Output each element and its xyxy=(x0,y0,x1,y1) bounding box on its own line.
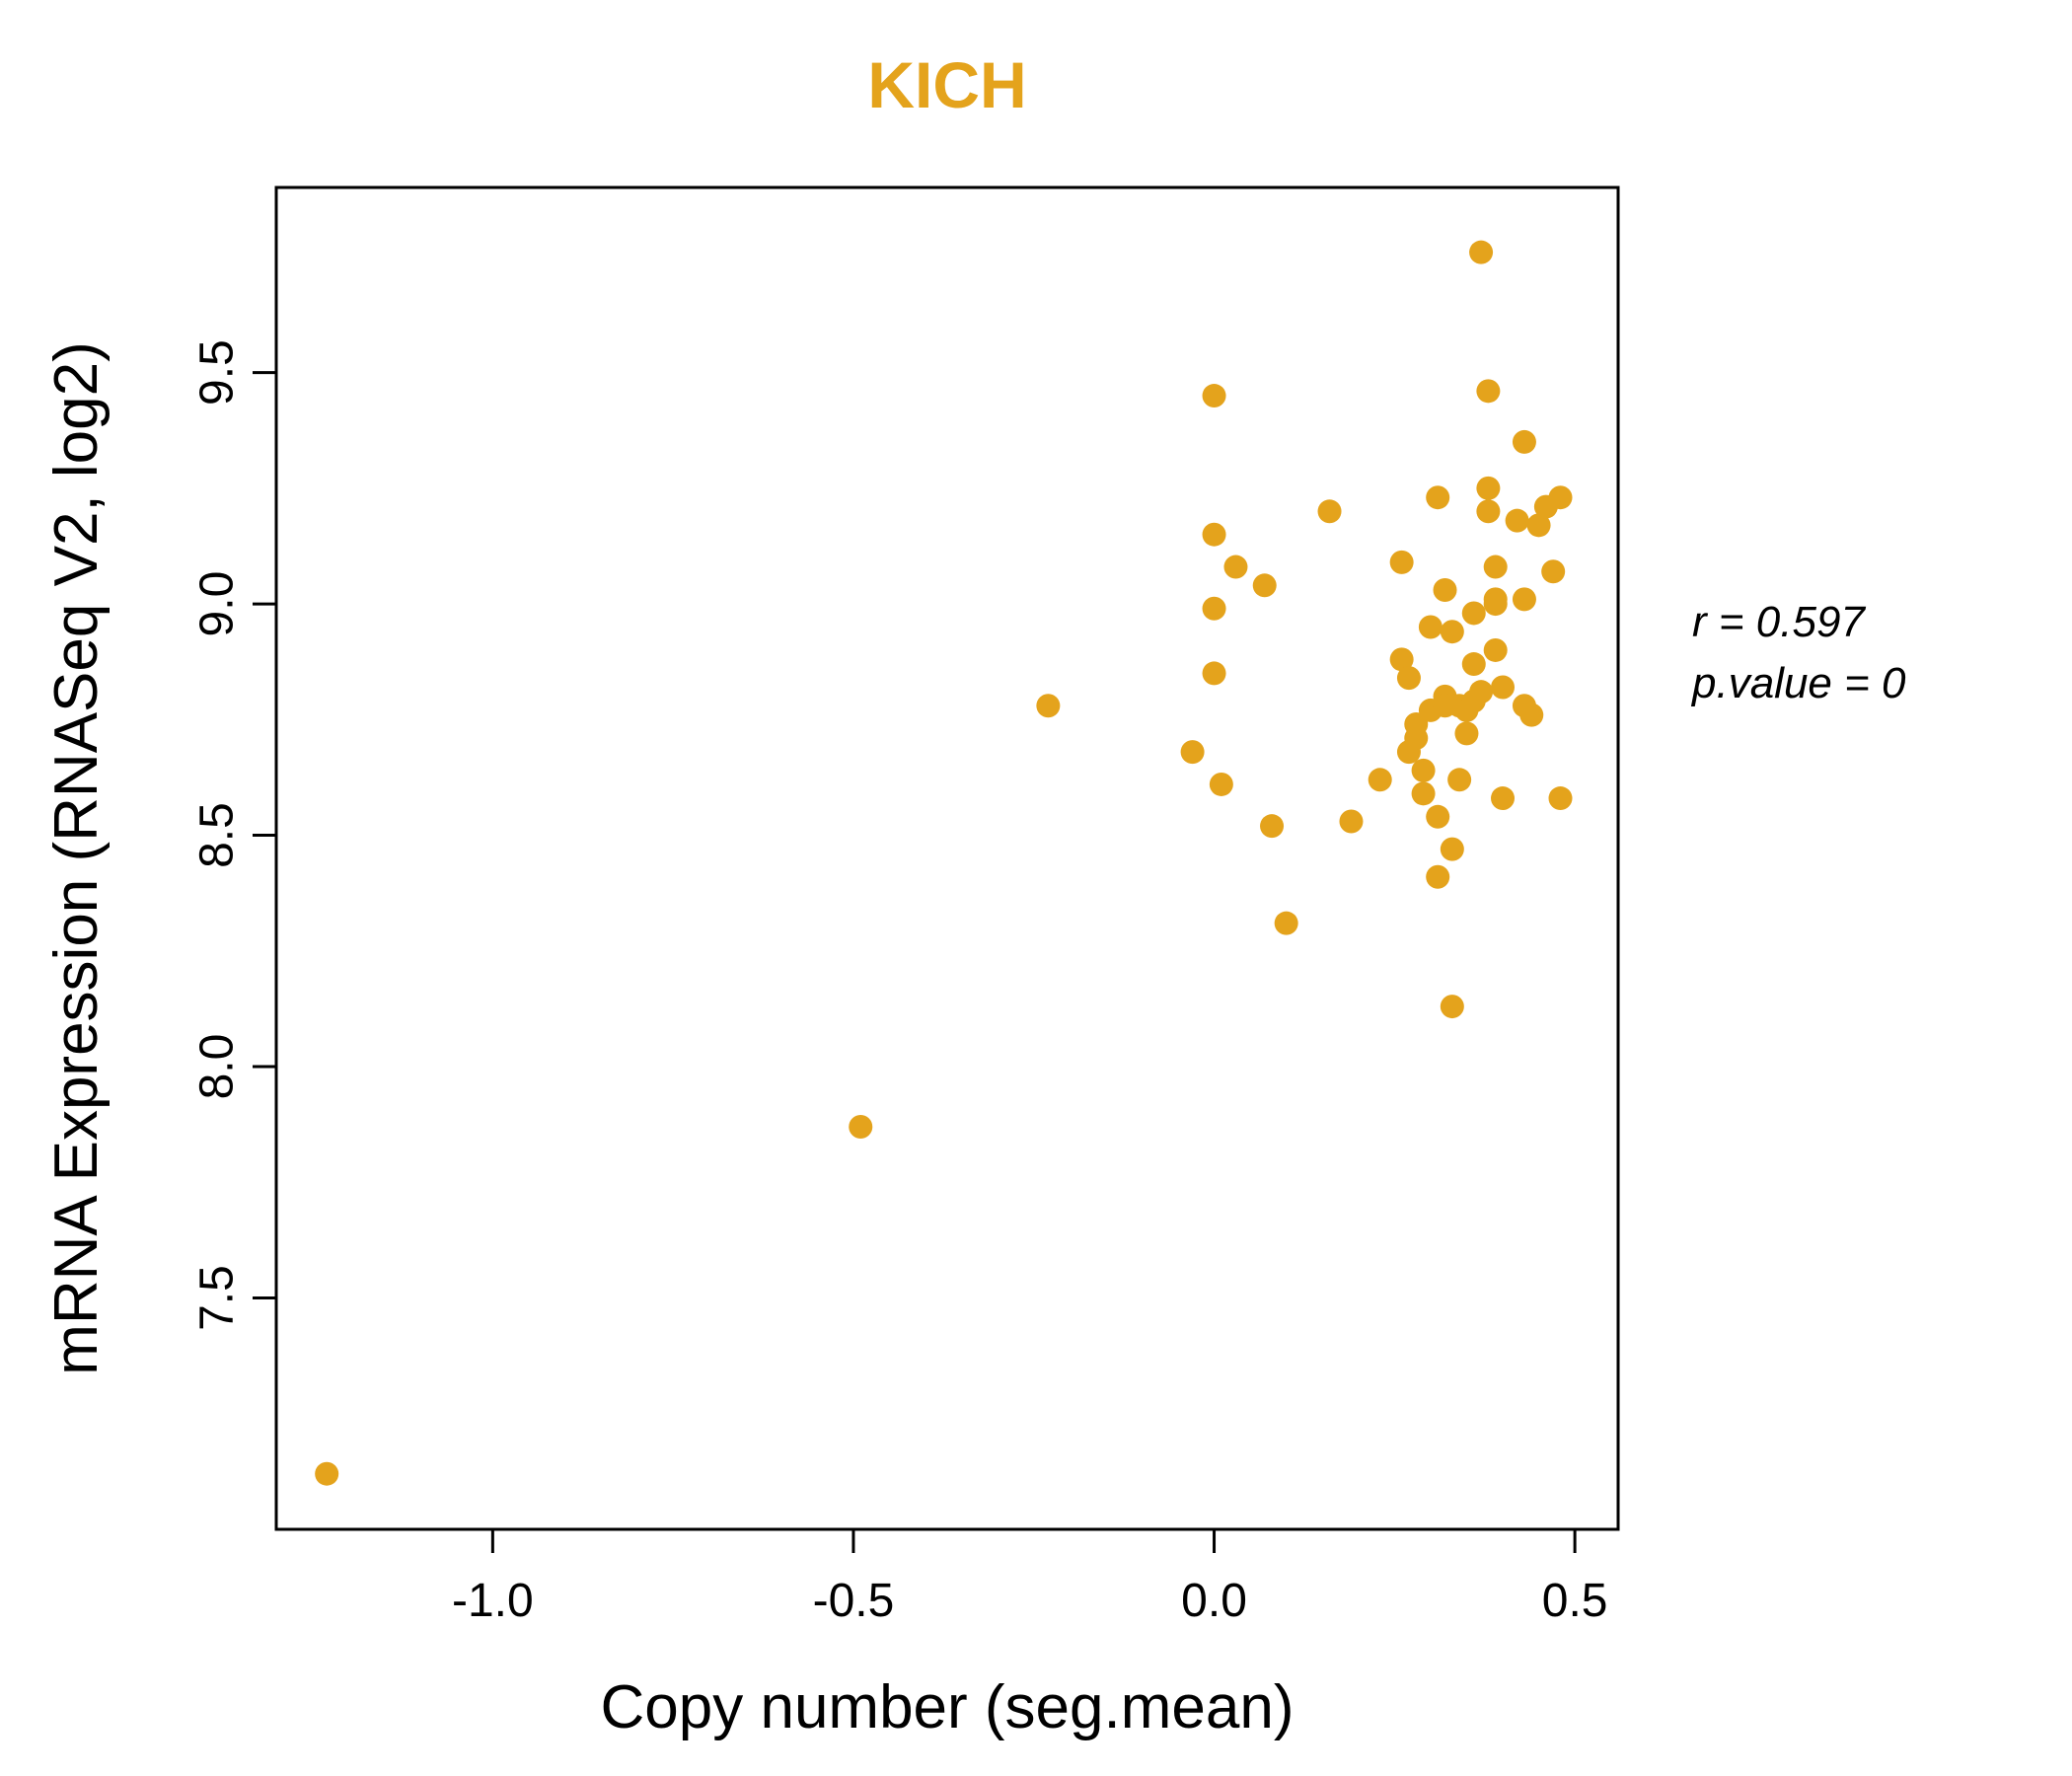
data-point xyxy=(1339,809,1364,834)
data-point xyxy=(1541,559,1566,584)
data-point xyxy=(1476,499,1501,524)
chart-title: KICH xyxy=(867,48,1027,121)
data-point xyxy=(1411,781,1436,806)
data-point xyxy=(1519,703,1544,727)
data-point xyxy=(1418,615,1443,639)
x-axis-label: Copy number (seg.mean) xyxy=(600,1673,1295,1741)
data-point xyxy=(1512,429,1536,454)
data-point xyxy=(1526,513,1551,538)
x-tick-label: 0.0 xyxy=(1181,1575,1247,1627)
data-point xyxy=(1469,240,1494,264)
correlation-r-value: r = 0.597 xyxy=(1692,598,1865,646)
y-tick-label: 7.5 xyxy=(191,1265,244,1331)
data-point xyxy=(1440,620,1464,644)
data-point xyxy=(1202,384,1226,408)
data-point xyxy=(1476,476,1501,500)
data-point xyxy=(1209,772,1233,796)
data-point xyxy=(315,1461,339,1486)
data-point xyxy=(1368,768,1392,792)
data-point xyxy=(849,1115,873,1139)
data-point xyxy=(1202,661,1226,686)
y-tick-label: 9.0 xyxy=(191,571,244,637)
data-point xyxy=(1476,379,1501,404)
correlation-annotation: r = 0.597 p.value = 0 xyxy=(1692,592,1906,714)
data-point xyxy=(1469,680,1494,704)
data-point xyxy=(1389,647,1414,672)
data-point xyxy=(1252,573,1277,598)
data-point xyxy=(1461,601,1486,626)
data-point xyxy=(1483,592,1508,617)
data-point xyxy=(1411,758,1436,782)
data-point xyxy=(1454,721,1479,746)
y-tick-label: 8.0 xyxy=(191,1034,244,1100)
data-point xyxy=(1505,508,1529,533)
data-point xyxy=(1483,555,1508,579)
data-point xyxy=(1202,596,1226,621)
data-point xyxy=(1491,675,1516,700)
data-point xyxy=(1274,911,1298,935)
x-tick-label: 0.5 xyxy=(1542,1575,1608,1627)
data-point xyxy=(1317,499,1342,524)
data-point xyxy=(1426,485,1450,510)
data-point xyxy=(1223,555,1248,579)
data-point xyxy=(1260,814,1285,839)
data-point xyxy=(1512,587,1536,612)
data-point xyxy=(1461,652,1486,677)
plot-border xyxy=(274,185,1620,1531)
data-point xyxy=(1483,637,1508,662)
data-point xyxy=(1396,666,1421,691)
data-point xyxy=(1426,864,1450,889)
data-point xyxy=(1548,786,1573,811)
data-point xyxy=(1447,768,1472,792)
data-point xyxy=(1548,485,1573,510)
data-point xyxy=(1036,694,1061,718)
y-tick-label: 9.5 xyxy=(191,339,244,406)
data-point xyxy=(1404,726,1429,751)
correlation-p-value: p.value = 0 xyxy=(1692,659,1906,707)
data-point xyxy=(1440,837,1464,861)
data-point xyxy=(1202,522,1226,547)
x-tick-label: -1.0 xyxy=(452,1575,534,1627)
data-point xyxy=(1389,550,1414,574)
data-point xyxy=(1491,786,1516,811)
data-point xyxy=(1426,804,1450,829)
y-tick-label: 8.5 xyxy=(191,802,244,868)
data-point xyxy=(1433,578,1457,602)
data-point xyxy=(1440,995,1464,1019)
x-tick-label: -0.5 xyxy=(813,1575,895,1627)
data-point xyxy=(1180,740,1205,765)
